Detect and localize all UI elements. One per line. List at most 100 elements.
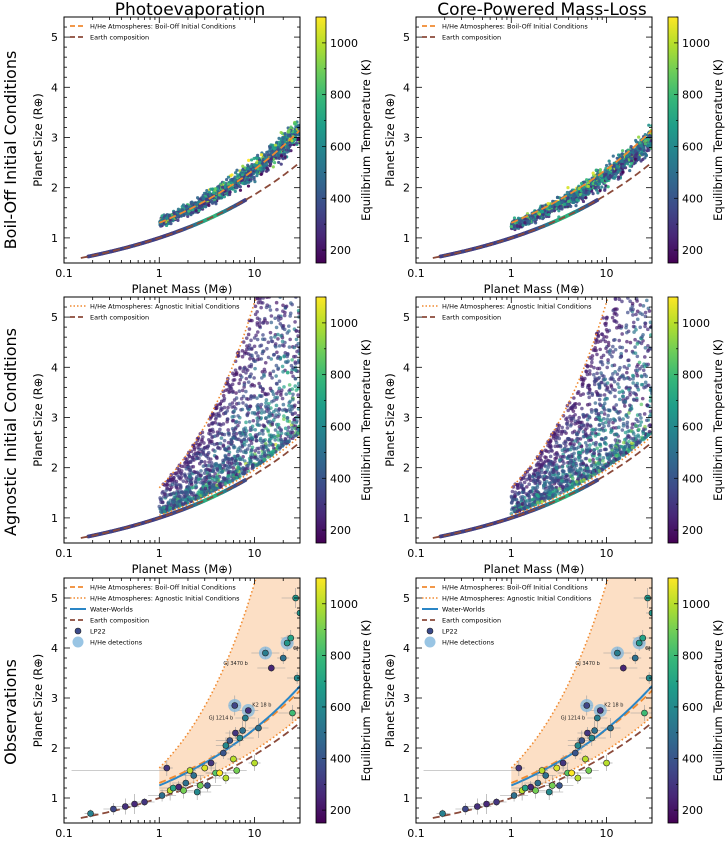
sim-point (207, 423, 211, 427)
sim-point (287, 324, 291, 328)
sim-point (296, 234, 300, 238)
sim-point (273, 415, 277, 420)
sim-point (268, 419, 272, 424)
sim-point (623, 160, 627, 164)
sim-point (264, 305, 269, 310)
sim-point (258, 438, 263, 443)
sim-point (643, 142, 647, 146)
sim-point (244, 420, 248, 425)
sim-point (229, 178, 233, 182)
sim-point (615, 156, 619, 160)
sim-point (612, 170, 616, 174)
sim-point (296, 125, 300, 129)
sim-point (178, 486, 183, 490)
sim-point (285, 408, 289, 413)
sim-point (241, 401, 245, 405)
sim-point (277, 379, 282, 384)
sim-point (630, 159, 634, 163)
sim-point (184, 490, 188, 494)
sim-point (282, 354, 287, 358)
sim-point (294, 211, 298, 215)
sim-point (234, 391, 238, 395)
sim-point (241, 164, 245, 168)
sim-point (294, 141, 299, 145)
sim-point (631, 150, 635, 155)
sim-point (279, 154, 284, 158)
colorbar-tick-label: 200 (330, 244, 351, 257)
sim-point (234, 171, 238, 175)
earth-composition-line (80, 161, 300, 259)
sim-point (247, 420, 252, 424)
sim-point (249, 338, 253, 343)
sim-point (277, 160, 281, 165)
sim-point (266, 404, 271, 408)
axes-frame (63, 16, 301, 264)
sim-point (283, 234, 287, 238)
sim-point (246, 380, 251, 384)
sim-point (250, 445, 255, 450)
y-tick-label: 5 (403, 31, 410, 44)
sim-point (255, 357, 260, 362)
sim-point (235, 449, 240, 454)
sim-point (292, 261, 296, 265)
sim-point (550, 209, 554, 213)
sim-point (287, 282, 291, 286)
sim-point (182, 213, 186, 218)
sim-point (293, 122, 297, 126)
sim-point (563, 202, 567, 206)
sim-point (224, 388, 228, 393)
sim-point (210, 476, 214, 481)
sim-point (283, 269, 287, 273)
sim-point (207, 203, 211, 207)
sim-point (171, 477, 175, 482)
sim-point (269, 283, 273, 287)
y-tick-label: 5 (51, 31, 58, 44)
sim-point (249, 173, 253, 177)
sim-point (261, 432, 265, 436)
sim-point (231, 389, 235, 394)
sim-point (169, 221, 173, 226)
sim-point (293, 273, 297, 277)
sim-point (277, 257, 281, 261)
legend-label: H/He Atmospheres: Boil-Off Initial Condi… (90, 22, 236, 30)
sim-point (216, 196, 221, 200)
sim-point (221, 444, 226, 448)
sim-point (629, 144, 633, 149)
sim-point (281, 264, 285, 268)
sim-point (273, 442, 278, 447)
sim-point (273, 342, 278, 346)
y-tick-label: 4 (51, 81, 58, 94)
sim-point (291, 246, 295, 250)
y-tick-label: 3 (403, 131, 410, 144)
sim-point (296, 358, 300, 363)
sim-point (643, 133, 647, 137)
sim-point (566, 199, 571, 204)
sim-point (263, 164, 267, 168)
sim-point (602, 174, 606, 178)
sim-point (259, 402, 264, 407)
sim-point (291, 181, 295, 185)
sim-point (256, 153, 260, 157)
sim-point (213, 187, 218, 191)
sim-point (236, 181, 240, 185)
sim-point (286, 145, 290, 149)
sim-point (279, 393, 283, 397)
sim-point (540, 204, 544, 208)
sim-point (598, 189, 602, 193)
sim-point (566, 186, 570, 190)
sim-point (254, 161, 259, 165)
sim-point (295, 264, 299, 268)
sim-point (270, 422, 275, 427)
sim-point (289, 301, 293, 305)
sim-point (533, 217, 537, 221)
sim-point (214, 415, 219, 419)
sim-point (296, 291, 300, 295)
sim-point (223, 453, 228, 458)
sim-point (293, 384, 298, 388)
sim-point (271, 369, 276, 374)
sim-point (245, 344, 249, 348)
sim-point (196, 445, 200, 450)
sim-point (591, 171, 595, 175)
sim-point (254, 350, 258, 355)
sim-point (555, 195, 560, 199)
